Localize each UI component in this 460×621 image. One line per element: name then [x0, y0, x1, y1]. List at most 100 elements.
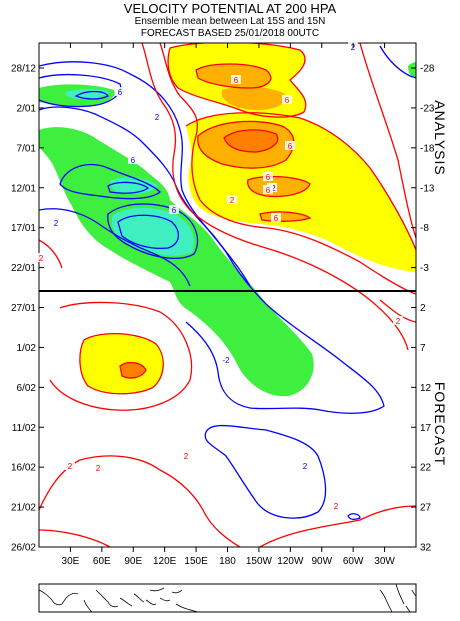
contour-value-label: 2	[68, 462, 73, 471]
neg-contour-line	[39, 208, 191, 287]
pos-fill-core	[224, 129, 278, 152]
y-left-tick-label: 7/01	[17, 143, 37, 154]
contour-value-label: 2	[184, 452, 189, 461]
contour-label-bg	[128, 155, 138, 164]
pos-contour-line	[379, 299, 416, 323]
contour-label-bg	[93, 463, 103, 472]
pos-contour-line	[119, 361, 147, 379]
pos-contour-line	[185, 112, 416, 251]
y-left-tick-label: 12/01	[11, 183, 36, 194]
contour-value-label: -2	[222, 356, 230, 365]
pos-contour-line	[197, 120, 295, 169]
contour-label-bg	[51, 218, 61, 227]
contour-label-bg	[181, 451, 191, 460]
negative-contours	[39, 45, 416, 520]
contour-value-label: 6	[172, 206, 177, 215]
y-left-tick-label: 11/02	[12, 423, 37, 434]
y-right-tick-label: 32	[420, 543, 432, 554]
neg-contour-line	[347, 513, 361, 520]
y-left-tick-label: 28/12	[11, 64, 36, 75]
pos-contour-line	[39, 239, 63, 269]
neg-contour-line	[74, 90, 109, 100]
x-tick-label: 90W	[311, 556, 332, 567]
y-right-tick-label: 7	[420, 343, 426, 354]
neg-fill-region	[408, 62, 416, 78]
neg-contour-line	[117, 214, 179, 250]
pos-contour-line	[141, 43, 409, 351]
contour-value-label: 6	[118, 88, 123, 97]
contour-value-label: 2	[396, 317, 401, 326]
pos-contour-line	[167, 43, 307, 118]
x-tick-label: 150E	[184, 556, 208, 567]
neg-contour-line	[39, 106, 251, 287]
neg-contour-line	[204, 424, 327, 519]
forecast-label: FORECAST	[432, 382, 448, 466]
reference-map	[38, 583, 417, 613]
map-coastline	[38, 583, 417, 613]
neg-fill-region	[39, 127, 314, 397]
pos-contour-line	[39, 455, 241, 547]
pos-contour-line	[359, 43, 416, 239]
y-left-tick-label: 27/01	[11, 303, 36, 314]
contour-label-bg	[169, 205, 179, 214]
contour-value-label: 2	[230, 196, 235, 205]
x-tick-label: 60W	[343, 556, 364, 567]
contour-value-label: 6	[274, 214, 279, 223]
y-right-tick-label: 27	[420, 503, 432, 514]
y-left-tick-label: 6/02	[17, 383, 37, 394]
y-right-tick-label: -18	[420, 143, 435, 154]
chart-title: VELOCITY POTENTIAL AT 200 HPA	[123, 1, 337, 16]
contour-value-label: 6	[285, 96, 290, 105]
y-left-tick-label: 22/01	[11, 263, 36, 274]
contour-label-bg	[152, 112, 162, 121]
contour-value-label: 6	[131, 156, 136, 165]
contour-value-label: 2	[334, 502, 339, 511]
pos-contour-line	[259, 211, 312, 222]
x-tick-label: 120E	[153, 556, 177, 567]
x-tick-label: 30W	[374, 556, 395, 567]
contour-value-label: 6	[234, 76, 239, 85]
pos-contour-line	[259, 505, 416, 547]
y-left-tick-label: 1/02	[17, 343, 37, 354]
y-left-tick-label: 26/02	[11, 543, 36, 554]
chart-subtitle: Ensemble mean between Lat 15S and 15N	[134, 16, 326, 27]
pos-contour-line	[79, 332, 164, 395]
y-left-tick-label: 17/01	[11, 223, 36, 234]
contour-value-label: 2	[303, 462, 308, 471]
neg-contour-line	[39, 61, 385, 414]
y-left-tick-label: 21/02	[11, 503, 36, 514]
pos-contour-line	[49, 301, 193, 411]
y-left-tick-label: 16/02	[11, 463, 36, 474]
map-frame	[38, 583, 417, 613]
pos-contour-line	[159, 43, 416, 295]
contour-label-bg	[285, 141, 295, 150]
y-left-axis-ticks: 28/12 2/01 7/01 12/01 17/01 22/01 27/01 1/02 6/0…	[11, 64, 44, 554]
y-right-tick-label: -8	[420, 223, 429, 234]
x-tick-label: 180	[219, 556, 236, 567]
neg-contour-line	[107, 181, 150, 194]
y-right-tick-label: 17	[420, 423, 432, 434]
y-right-tick-label: 2	[420, 303, 426, 314]
y-right-tick-label: -23	[420, 103, 435, 114]
contour-value-label: 2	[155, 113, 160, 122]
pos-contour-line	[195, 63, 272, 89]
contour-value-label: 6	[288, 142, 293, 151]
x-tick-label: 90E	[124, 556, 142, 567]
contour-label-bg	[300, 461, 310, 470]
x-tick-label: 120W	[277, 556, 304, 567]
contour-value-label: 2	[39, 254, 44, 263]
contour-label-bg	[331, 501, 341, 510]
contour-label-bg	[65, 461, 75, 470]
y-right-tick-label: -3	[420, 263, 429, 274]
x-tick-label: 150W	[246, 556, 273, 567]
contour-label-bg	[263, 172, 273, 181]
pos-fill-region	[79, 333, 164, 394]
pos-fill-core	[222, 86, 287, 110]
positive-contours	[39, 43, 416, 547]
contour-value-label: 2	[54, 219, 59, 228]
analysis-label: ANALYSIS	[432, 100, 448, 175]
contour-value-label: 2	[96, 464, 101, 473]
pos-contour-line	[223, 129, 279, 153]
